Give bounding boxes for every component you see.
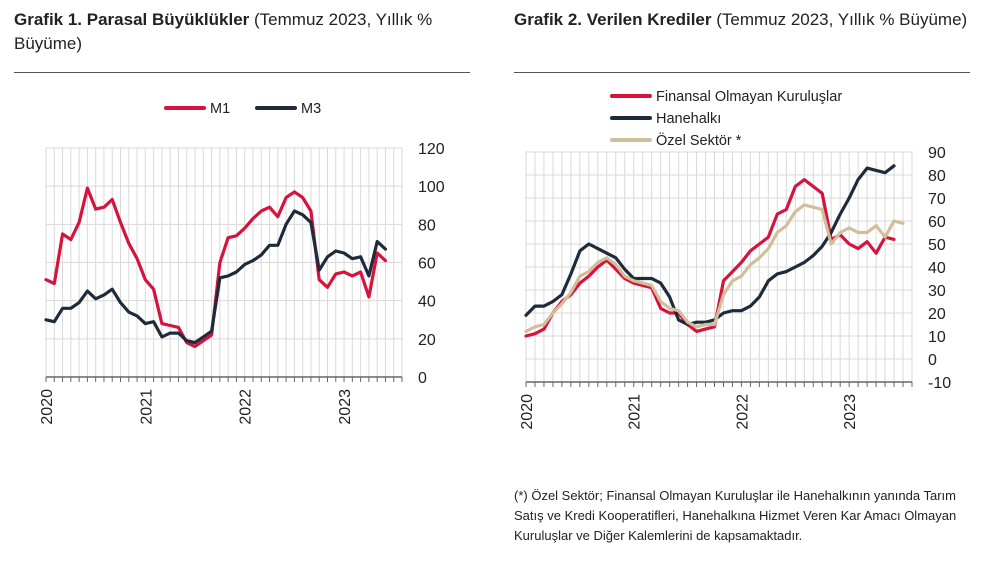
y-tick-label: 20 bbox=[928, 306, 946, 323]
x-tick-label: 2022 bbox=[734, 394, 751, 430]
y-tick-label: 120 bbox=[418, 141, 445, 158]
y-tick-label: 0 bbox=[928, 352, 937, 369]
y-tick-label: 20 bbox=[418, 332, 436, 349]
series-line-2 bbox=[44, 209, 387, 345]
x-tick-label: 2021 bbox=[138, 389, 155, 425]
y-tick-label: 60 bbox=[418, 256, 436, 273]
chart-title-1-bold: Grafik 1. Parasal Büyüklükler bbox=[14, 10, 250, 29]
x-tick-label: 2020 bbox=[39, 389, 56, 425]
series-line-3 bbox=[524, 203, 905, 333]
chart-title-1: Grafik 1. Parasal Büyüklükler (Temmuz 20… bbox=[14, 8, 474, 56]
y-tick-label: -10 bbox=[928, 375, 951, 392]
legend-label: M1 bbox=[210, 101, 230, 117]
chart-title-2-rest: (Temmuz 2023, Yıllık % Büyüme) bbox=[711, 10, 968, 29]
y-tick-label: 40 bbox=[418, 294, 436, 311]
y-tick-label: 80 bbox=[418, 217, 436, 234]
y-tick-label: 0 bbox=[418, 370, 427, 387]
chart-title-2: Grafik 2. Verilen Krediler (Temmuz 2023,… bbox=[514, 8, 974, 32]
y-tick-label: 30 bbox=[928, 283, 946, 300]
legend-label: Hanehalkı bbox=[656, 111, 721, 127]
legend-label: Finansal Olmayan Kuruluşlar bbox=[656, 89, 842, 105]
x-tick-label: 2020 bbox=[519, 394, 536, 430]
x-tick-label: 2021 bbox=[627, 394, 644, 430]
y-tick-label: 60 bbox=[928, 214, 946, 231]
legend-label: Özel Sektör * bbox=[656, 131, 742, 149]
y-tick-label: 70 bbox=[928, 191, 946, 208]
title-rule-2 bbox=[514, 72, 970, 73]
chart-title-2-bold: Grafik 2. Verilen Krediler bbox=[514, 10, 712, 29]
y-tick-label: 90 bbox=[928, 145, 946, 162]
series-line-2 bbox=[524, 164, 896, 327]
y-tick-label: 10 bbox=[928, 329, 946, 346]
y-tick-label: 100 bbox=[418, 179, 445, 196]
series-line-1 bbox=[524, 178, 896, 338]
chart-footnote: (*) Özel Sektör; Finansal Olmayan Kurulu… bbox=[514, 488, 957, 543]
y-tick-label: 40 bbox=[928, 260, 946, 277]
y-tick-label: 50 bbox=[928, 237, 946, 254]
x-tick-label: 2023 bbox=[337, 389, 354, 425]
chart-title-1-rest: (Temmuz 2023, Yıllık % Büyüme) bbox=[14, 10, 433, 53]
x-tick-label: 2022 bbox=[238, 389, 255, 425]
y-tick-label: 80 bbox=[928, 168, 946, 185]
title-rule-1 bbox=[14, 72, 470, 73]
legend-label: M3 bbox=[301, 101, 321, 117]
x-tick-label: 2023 bbox=[842, 394, 859, 430]
